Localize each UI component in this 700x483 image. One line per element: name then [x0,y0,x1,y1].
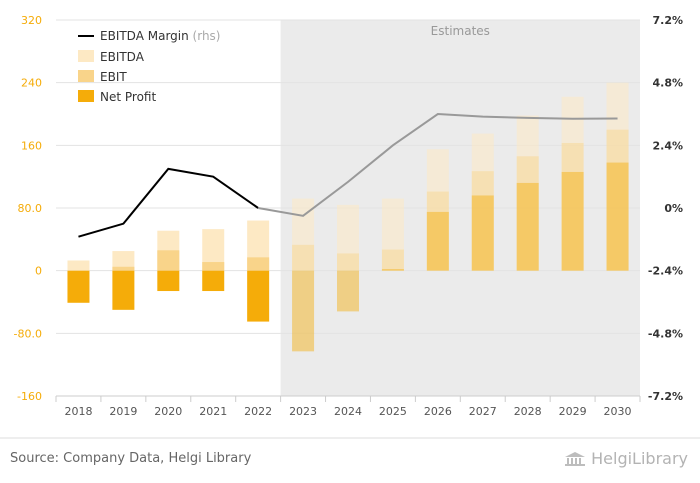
x-tick-label: 2021 [199,405,227,418]
net-profit-bar [292,270,315,352]
net-profit-bar [67,270,90,303]
net-profit-bar [471,195,494,271]
ebit-bar [337,253,359,271]
net-profit-bar [247,270,270,322]
ebitda-bar [516,115,539,271]
ebit-bar [606,129,629,271]
y-left-tick-label: 240 [21,77,42,90]
x-tick-label: 2018 [64,405,92,418]
ebit-bar [471,171,494,271]
ebitda-margin-line-estimate [257,112,618,217]
ebitda-bar [337,204,359,271]
ebit-bar [112,266,135,271]
ebit-bar [381,249,404,271]
x-tick-label: 2019 [109,405,137,418]
y-right-tick-label: -7.2% [648,390,683,403]
ebit-bar [561,142,584,271]
legend-label-net-profit: Net Profit [100,90,156,104]
legend-label-ebit: EBIT [100,70,127,84]
y-right-tick-label: -2.4% [648,265,683,278]
x-tick-label: 2020 [154,405,182,418]
x-tick-label: 2026 [424,405,452,418]
ebit-bar [202,262,225,271]
legend-swatch-ebitda [78,50,94,62]
x-tick-label: 2025 [379,405,407,418]
net-profit-bar [561,171,584,271]
y-right-tick-label: 4.8% [652,77,683,90]
ebitda-bar [606,82,629,271]
ebitda-bar [381,198,404,271]
x-tick-label: 2022 [244,405,272,418]
ebitda-bar [202,229,225,271]
legend-swatch-ebit [78,70,94,82]
x-tick-label: 2023 [289,405,317,418]
ebit-bar [247,257,270,271]
net-profit-bar [112,270,135,310]
ebitda-margin-line-actual [78,167,259,238]
net-profit-bar [606,162,629,271]
ebitda-bar [471,133,494,271]
ebitda-bar [292,198,315,271]
net-profit-bar [337,270,359,312]
net-profit-bar [426,211,449,271]
legend-label-ebitda-margin: EBITDA Margin (rhs) [100,29,221,43]
y-left-tick-label: 0 [35,265,42,278]
library-building-icon [565,451,586,466]
brand-logo: HelgiLibrary [564,449,688,468]
net-profit-bar [381,269,404,271]
net-profit-bar [202,270,225,292]
x-tick-label: 2029 [559,405,587,418]
ebit-bar [516,156,539,271]
ebitda-bar [112,251,135,271]
ebit-bar [426,191,449,271]
y-right-tick-label: 0% [664,202,683,215]
net-profit-bar [516,182,539,271]
ebitda-bar [67,260,90,271]
y-right-tick-label: -4.8% [648,327,683,340]
brand-name: HelgiLibrary [591,449,688,468]
y-left-tick-label: -80.0 [14,327,42,340]
x-tick-label: 2030 [604,405,632,418]
ebit-bar [292,244,315,271]
x-tick-label: 2024 [334,405,362,418]
x-tick-label: 2028 [514,405,542,418]
y-left-tick-label: 320 [21,14,42,27]
ebit-bar [157,250,180,271]
source-note: Source: Company Data, Helgi Library [10,451,252,466]
ebitda-bar [561,96,584,271]
legend-label-ebitda: EBITDA [100,50,145,64]
ebitda-bar [426,149,449,271]
estimates-label: Estimates [431,24,490,38]
x-tick-label: 2027 [469,405,497,418]
y-left-tick-label: 160 [21,139,42,152]
y-left-tick-label: -160 [17,390,42,403]
y-left-tick-label: 80.0 [18,202,43,215]
legend-swatch-net-profit [78,90,94,102]
net-profit-bar [157,270,180,292]
y-right-tick-label: 2.4% [652,139,683,152]
y-right-tick-label: 7.2% [652,14,683,27]
